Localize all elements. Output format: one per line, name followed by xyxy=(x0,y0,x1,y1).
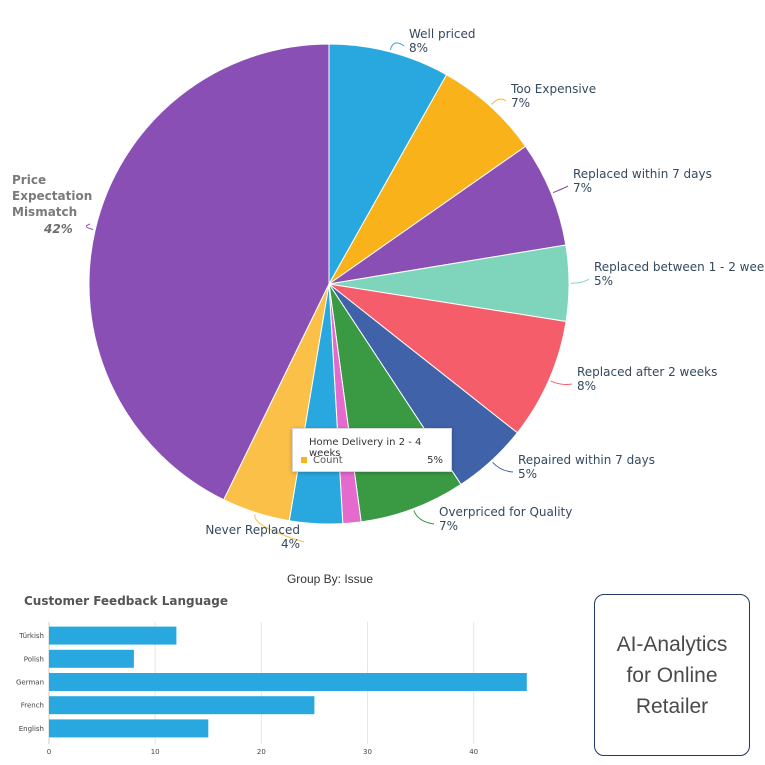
bar-bars xyxy=(49,626,527,738)
pie-label-never-replaced: Never Replaced xyxy=(205,523,300,537)
pie-leader-lines xyxy=(85,42,590,543)
brand-box: AI-Analytics for Online Retailer xyxy=(594,594,750,756)
pie-slice-4[interactable] xyxy=(327,283,567,434)
pie-pct-price-expectation-mismatch: 42% xyxy=(43,222,73,236)
pie-label-repaired-within-7-days: Repaired within 7 days xyxy=(518,453,655,467)
bar-tick-label-10: 10 xyxy=(151,748,160,756)
pie-pct-too-expensive: 7% xyxy=(511,96,530,110)
bar-french[interactable] xyxy=(49,696,315,715)
pie-tooltip: Home Delivery in 2 - 4 weeks Count 5% xyxy=(292,428,452,472)
pie-leader-1 xyxy=(491,98,507,105)
pie-leader-6 xyxy=(413,510,435,525)
tooltip-title: Home Delivery in 2 - 4 weeks xyxy=(309,437,422,459)
pie-label-replaced-after-2-weeks: Replaced after 2 weeks xyxy=(577,365,717,379)
pie-slice-10[interactable] xyxy=(88,43,330,501)
tooltip-value: 5% xyxy=(427,455,443,466)
bar-chart: Türkish Polish German French English 0 10 20 30… xyxy=(16,622,527,756)
pie-leader-4 xyxy=(550,380,573,386)
bar-tick-label-20: 20 xyxy=(257,748,266,756)
bar-category-label-german: German xyxy=(16,679,44,687)
pie-leader-0 xyxy=(389,42,405,51)
pie-label-replaced-within-7-days: Replaced within 7 days xyxy=(573,167,712,181)
pie-label-replaced-between: Replaced between 1 - 2 weeks xyxy=(594,260,765,274)
pie-pct-well-priced: 8% xyxy=(409,41,428,55)
pie-slice-0[interactable] xyxy=(328,43,448,286)
pie-label-price-expectation-mismatch: Price Expectation Mismatch xyxy=(12,173,96,219)
bar-category-label-polish: Polish xyxy=(24,655,44,663)
bar-category-label-french: French xyxy=(21,702,44,710)
pie-leader-2 xyxy=(552,185,569,194)
pie-pct-repaired-within-7-days: 5% xyxy=(518,467,537,481)
brand-text: AI-Analytics for Online Retailer xyxy=(616,632,728,718)
bar-english[interactable] xyxy=(49,719,209,738)
pie-pct-overpriced: 7% xyxy=(439,519,458,533)
pie-label-too-expensive: Too Expensive xyxy=(510,82,596,96)
pie-label-well-priced: Well priced xyxy=(409,27,476,41)
pie-leader-3 xyxy=(570,278,590,284)
pie-slice-1[interactable] xyxy=(328,74,527,285)
pie-pct-replaced-between: 5% xyxy=(594,274,613,288)
pie-label-line-1: Price xyxy=(12,173,46,187)
pie-leader-9 xyxy=(254,514,305,543)
bar-polish[interactable] xyxy=(49,649,134,668)
bar-category-label-english: English xyxy=(19,725,44,733)
bar-tick-label-30: 30 xyxy=(363,748,372,756)
pie-pct-never-replaced: 4% xyxy=(281,537,300,551)
tooltip-swatch xyxy=(301,457,307,463)
pie-chart: Well priced 8% Too Expensive 7% Replaced… xyxy=(12,27,765,551)
bar-tick-labels: 0 10 20 30 40 xyxy=(47,748,478,756)
bar-tick-label-0: 0 xyxy=(47,748,51,756)
bar-tick-label-40: 40 xyxy=(469,748,478,756)
pie-label-overpriced: Overpriced for Quality xyxy=(439,505,572,519)
pie-leader-5 xyxy=(492,461,514,473)
bar-category-labels: Türkish Polish German French English xyxy=(16,632,44,733)
bar-chart-title: Customer Feedback Language xyxy=(24,594,228,608)
group-by-label: Group By: Issue xyxy=(286,572,374,586)
bar-german[interactable] xyxy=(49,673,527,691)
tooltip-row: Count 5% xyxy=(301,455,447,466)
pie-leader-10 xyxy=(85,223,94,230)
pie-label-line-2: Expectation xyxy=(12,189,92,203)
pie-slice-2[interactable] xyxy=(328,145,567,285)
pie-pct-replaced-within-7-days: 7% xyxy=(573,181,592,195)
pie-pct-replaced-after-2-weeks: 8% xyxy=(577,379,596,393)
pie-label-line-3: Mismatch xyxy=(12,205,77,219)
tooltip-series: Count xyxy=(313,455,343,466)
bar-category-label-türkish: Türkish xyxy=(18,632,44,640)
bar-türkish[interactable] xyxy=(49,626,177,645)
